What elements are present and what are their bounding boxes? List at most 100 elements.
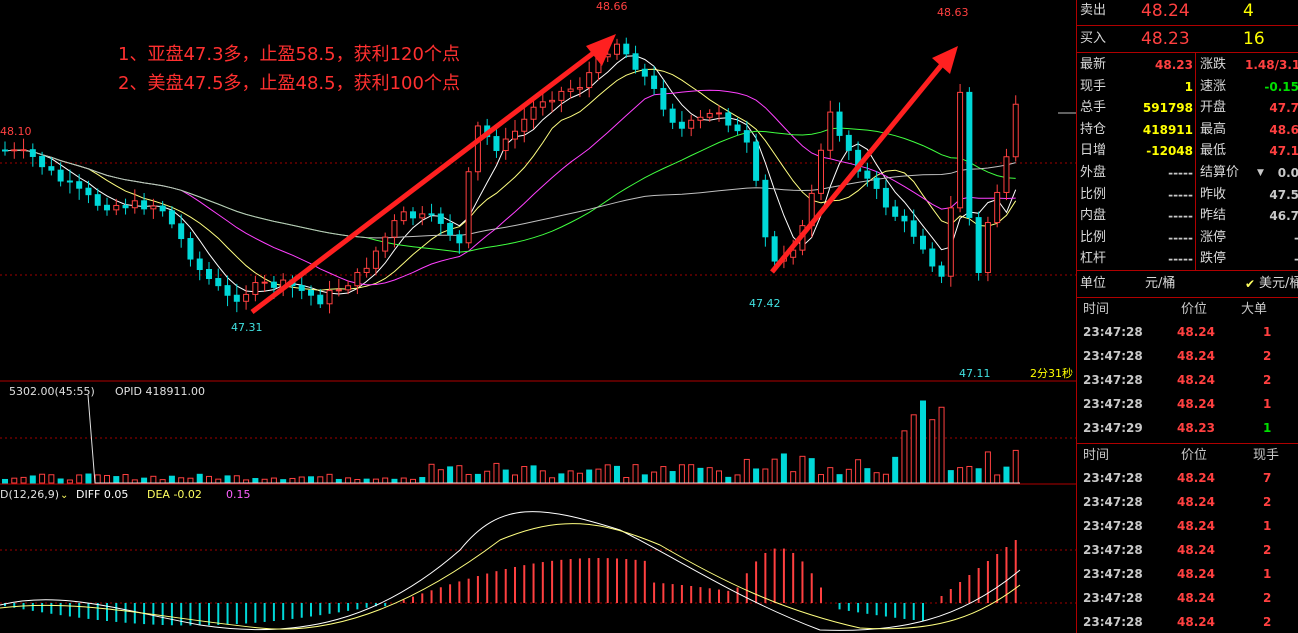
tick-time: 23:47:28 xyxy=(1083,471,1143,485)
quote-value: 1.48/3.17 xyxy=(1245,58,1298,72)
ticks1-vol-header: 大单 xyxy=(1241,302,1268,317)
quote-value: 47.5 xyxy=(1269,187,1298,202)
tick-volume: 1 xyxy=(1263,325,1272,339)
candle-body xyxy=(947,207,954,277)
candle-body xyxy=(827,111,834,151)
quote-value: 591798 xyxy=(1142,101,1193,116)
chevron-down-icon[interactable]: ▼ xyxy=(1257,168,1264,178)
unit-label: 单位 xyxy=(1080,276,1107,291)
tick-time: 23:47:28 xyxy=(1083,591,1143,605)
volume-bar xyxy=(428,463,435,484)
tick-row: 23:47:28 48.24 2 xyxy=(1077,491,1298,513)
volume-bar xyxy=(298,476,305,484)
candle-body xyxy=(270,281,277,288)
quote-label: 日增 xyxy=(1080,143,1107,159)
candle-body xyxy=(697,116,704,121)
volume-bar xyxy=(317,476,324,484)
macd-lines xyxy=(0,511,1021,631)
volume-bar xyxy=(419,477,426,484)
tick-row: 23:47:29 48.23 1 xyxy=(1077,417,1298,439)
tick-row: 23:47:28 48.24 2 xyxy=(1077,611,1298,633)
buy-row[interactable]: 买入 48.23 16 xyxy=(1077,28,1298,53)
tick-price: 48.24 xyxy=(1177,325,1215,339)
high-label-1: 48.66 xyxy=(596,0,628,13)
quote-value: -0.15 xyxy=(1264,79,1298,94)
price-chart[interactable]: 48.66 48.63 47.31 47.42 47.11 48.10 1、亚盘… xyxy=(0,0,1076,633)
volume-bar xyxy=(502,469,509,484)
tick-row: 23:47:28 48.24 2 xyxy=(1077,587,1298,609)
volume-bar xyxy=(576,472,583,484)
candle-body xyxy=(317,294,324,305)
candle-body xyxy=(131,200,138,209)
candle-body xyxy=(76,181,83,189)
volume-bar xyxy=(400,477,407,484)
ticks2-header: 时间 价位 现手 xyxy=(1077,445,1298,467)
unit-row: 单位 元/桶 ✔ 美元/桶 xyxy=(1077,273,1298,295)
tick-volume: 2 xyxy=(1263,615,1272,629)
tick-price: 48.24 xyxy=(1177,349,1215,363)
volume-bar xyxy=(85,473,92,484)
quote-label: 最高 xyxy=(1200,121,1227,137)
low-label-1: 47.31 xyxy=(231,321,263,334)
volume-bar xyxy=(437,469,444,484)
sell-qty: 4 xyxy=(1243,1,1254,21)
tick-price: 48.24 xyxy=(1177,373,1215,387)
candle-body xyxy=(920,235,926,250)
candle-body xyxy=(734,124,741,132)
quote-value: 0.0 xyxy=(1277,166,1298,180)
volume-bar xyxy=(493,462,500,484)
candle-body xyxy=(521,118,528,132)
sell-row[interactable]: 卖出 48.24 4 xyxy=(1077,0,1298,25)
candle-body xyxy=(882,187,889,208)
quote-value: 47.1 xyxy=(1269,144,1298,159)
volume-bar xyxy=(39,473,46,484)
tick-volume: 2 xyxy=(1263,349,1272,363)
candle-body xyxy=(224,285,231,296)
volume-bar xyxy=(48,474,55,484)
quote-label: 外盘 xyxy=(1080,165,1107,180)
candle-body xyxy=(502,138,509,152)
candle-body xyxy=(354,271,361,287)
volume-bar xyxy=(113,476,120,484)
candle-body xyxy=(938,265,945,277)
quote-label: 比例 xyxy=(1080,186,1107,202)
check-icon[interactable]: ✔ xyxy=(1245,277,1256,291)
candle-body xyxy=(474,125,481,173)
volume-bar xyxy=(521,466,528,484)
currency-unit[interactable]: 美元/桶 xyxy=(1259,276,1298,291)
ticks1-header: 时间 价位 大单 xyxy=(1077,299,1298,321)
tick-row: 23:47:28 48.24 1 xyxy=(1077,393,1298,415)
quote-row: 比例 ----- 昨收 47.5 xyxy=(1077,184,1298,206)
volume-bar xyxy=(947,470,954,484)
volume-bar xyxy=(910,414,917,484)
quote-value: - xyxy=(1245,248,1298,270)
quote-panel: 卖出 48.24 4 买入 48.23 16 最新 48.23 涨跌 1.48/3.1… xyxy=(1076,0,1298,633)
volume-bar xyxy=(975,468,982,484)
buy-label: 买入 xyxy=(1080,31,1107,46)
quote-label: 杠杆 xyxy=(1080,251,1107,267)
tick-time: 23:47:28 xyxy=(1083,349,1143,363)
ticks2-time-header: 时间 xyxy=(1083,448,1110,463)
unit-value: 元/桶 xyxy=(1145,276,1176,291)
volume-bar xyxy=(11,477,18,484)
ma-line xyxy=(4,89,1016,286)
tick-volume: 2 xyxy=(1263,543,1272,557)
volume-bar xyxy=(716,470,722,484)
candle-body xyxy=(753,141,760,181)
candle-body xyxy=(641,68,648,77)
candle-body xyxy=(410,211,416,219)
volume-bar xyxy=(864,468,871,484)
tick-time: 23:47:28 xyxy=(1083,495,1143,509)
candle-body xyxy=(984,222,991,273)
volume-bar xyxy=(836,474,843,484)
candle-body xyxy=(48,166,55,171)
volume-bar xyxy=(465,473,472,484)
candle-body xyxy=(391,220,398,238)
volume-bar xyxy=(187,477,194,484)
quote-row: 总手 591798 开盘 47.7 xyxy=(1077,97,1298,119)
volume-bar xyxy=(29,475,36,484)
quote-value: 1 xyxy=(1184,79,1193,94)
volume-bar xyxy=(920,400,926,484)
candle-body xyxy=(168,210,175,225)
chevron-down-icon[interactable]: ⌄ xyxy=(60,490,68,501)
